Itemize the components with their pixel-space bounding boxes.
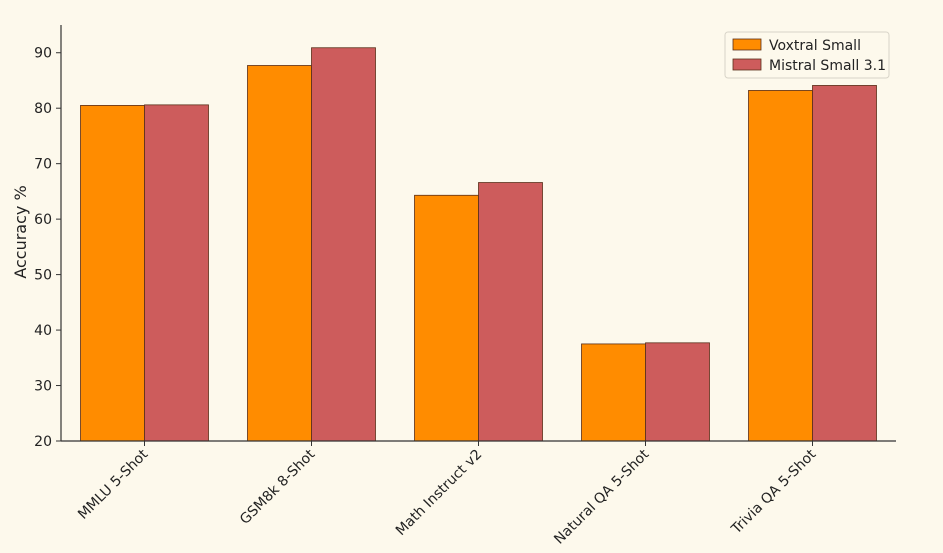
legend-label: Voxtral Small [769, 38, 861, 54]
y-tick-label: 40 [34, 323, 52, 339]
bar-voxtral-small-1 [247, 65, 312, 442]
legend: Voxtral Small Mistral Small 3.1 [724, 31, 890, 79]
y-tick-label: 90 [34, 46, 52, 62]
bars-layer [80, 47, 877, 442]
legend-box [724, 31, 890, 79]
bar-mistral-small-3-1-3 [645, 342, 710, 442]
bar-voxtral-small-4 [748, 90, 813, 442]
bar-mistral-small-3-1-2 [478, 182, 543, 442]
bar-voxtral-small-0 [80, 105, 145, 442]
bar-voxtral-small-2 [414, 194, 479, 442]
legend-swatch [732, 58, 762, 71]
bar-voxtral-small-3 [581, 343, 646, 442]
legend-swatch [732, 38, 762, 51]
y-axis-label: Accuracy % [11, 185, 30, 278]
bar-mistral-small-3-1-1 [311, 47, 376, 442]
bar-mistral-small-3-1-0 [144, 104, 209, 442]
y-tick-label: 70 [34, 157, 52, 173]
legend-label: Mistral Small 3.1 [769, 58, 886, 74]
y-tick-label: 80 [34, 101, 52, 117]
y-tick-label: 20 [34, 434, 52, 450]
y-tick-label: 50 [34, 268, 52, 284]
y-tick-label: 30 [34, 379, 52, 395]
bar-mistral-small-3-1-4 [812, 85, 877, 442]
y-tick-label: 60 [34, 212, 52, 228]
